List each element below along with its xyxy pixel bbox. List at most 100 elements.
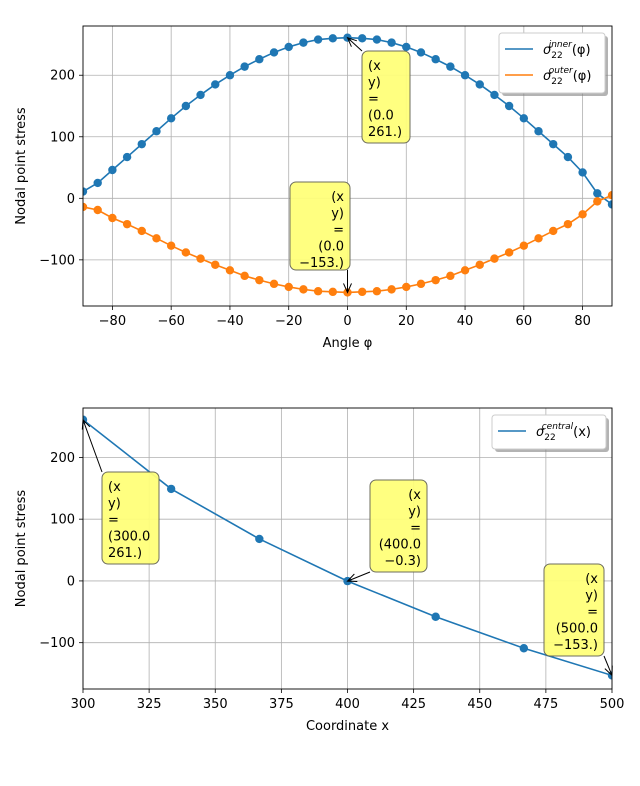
data-point [313, 287, 323, 296]
data-point [93, 178, 102, 188]
data-point [83, 202, 88, 212]
chart-1: −80 −60 −40 −20 0 20 40 60 80 −100 0 100 200 Angle φ N… [14, 25, 613, 351]
data-point [578, 210, 587, 219]
y-tick-label: 200 [50, 69, 75, 84]
data-point [313, 35, 323, 44]
data-point [490, 90, 499, 100]
data-point [578, 168, 587, 177]
x-tick-label: 20 [398, 314, 415, 329]
x-tick-label: 475 [533, 697, 558, 712]
annotation-arrow [347, 38, 363, 52]
annotation-text: 261.) [108, 546, 142, 561]
data-point [490, 254, 499, 263]
annotation-text: (x [585, 572, 598, 587]
annotation-text: (x [108, 480, 121, 495]
data-point [152, 234, 161, 243]
annotation-text: = [108, 513, 119, 528]
data-point [269, 48, 279, 57]
y-tick-label: −100 [39, 253, 75, 268]
annotation-arrowhead [346, 36, 357, 47]
annotation-text: (0.0 [368, 109, 394, 124]
data-point [284, 42, 293, 52]
data-point [607, 200, 612, 209]
annotation-text: y) [108, 497, 121, 512]
data-point [211, 260, 220, 269]
legend-box [498, 32, 606, 94]
data-point [402, 282, 411, 292]
data-point [284, 282, 293, 292]
annotation-arrow [348, 571, 371, 582]
data-point [211, 80, 220, 89]
x-tick-label: −60 [157, 314, 184, 329]
data-point [534, 234, 543, 243]
data-point [357, 34, 367, 43]
annotation-text: (500.0 [556, 622, 598, 637]
data-point [416, 48, 426, 57]
annotation-box [361, 50, 411, 144]
data-point [137, 226, 146, 236]
data-point [372, 287, 382, 296]
data-point [387, 38, 396, 47]
data-point [563, 219, 573, 229]
data-point [255, 55, 264, 64]
y-tick-label: −100 [39, 636, 75, 651]
annotation-box [369, 479, 428, 573]
data-point [196, 90, 205, 100]
x-tick-label: 500 [600, 697, 625, 712]
annotation-text: y) [368, 76, 381, 91]
data-point [519, 114, 529, 123]
annotation-text: = [410, 521, 421, 536]
annotation-text: −153.) [553, 638, 598, 653]
data-point [504, 248, 514, 257]
data-point [593, 197, 602, 206]
annotation-text: = [587, 605, 598, 620]
chart-2: 300 325 350 375 400 425 450 475 500 −100 0 100 200 Co… [14, 407, 625, 734]
data-point [255, 275, 264, 285]
legend-entry: σ22central(x) [536, 422, 591, 443]
annotation-box [289, 181, 351, 271]
annotation-text: −0.3) [384, 554, 421, 569]
x-tick-label: −80 [99, 314, 126, 329]
data-point [299, 285, 308, 294]
data-point [93, 205, 102, 215]
data-point [328, 287, 338, 297]
annotation-arrowhead [81, 418, 91, 430]
data-point [299, 38, 308, 47]
x-tick-label: −40 [216, 314, 243, 329]
y-tick-label: 100 [50, 513, 75, 528]
annotation-text: (x [408, 488, 421, 503]
annotation: (x y)= (0.0−153.) [289, 181, 352, 294]
annotation-text: (400.0 [379, 538, 421, 553]
data-point [549, 139, 558, 149]
data-point [387, 285, 396, 294]
data-point [460, 266, 470, 275]
data-point [122, 219, 132, 229]
data-point [108, 213, 117, 223]
data-point [225, 71, 235, 80]
annotation-text: −153.) [299, 256, 344, 271]
data-point [152, 127, 161, 136]
data-point [607, 191, 612, 200]
annotation-arrow [82, 420, 103, 473]
x-axis-label: Angle φ [323, 336, 373, 351]
data-point [108, 165, 117, 175]
x-tick-label: 80 [574, 314, 591, 329]
data-point [519, 644, 529, 653]
data-point [446, 62, 455, 71]
annotation-text: y) [331, 207, 344, 222]
annotation-arrow [603, 655, 613, 675]
data-point [504, 101, 514, 111]
data-point [328, 34, 338, 43]
x-tick-label: 40 [457, 314, 474, 329]
x-tick-label: −20 [275, 314, 302, 329]
annotation-text: y) [408, 505, 421, 520]
legend-box [491, 414, 607, 450]
annotation-arrowhead [346, 573, 358, 582]
data-point [460, 71, 470, 80]
data-point [475, 260, 484, 269]
annotation-text: (0.0 [318, 240, 344, 255]
y-tick-label: 0 [67, 574, 75, 589]
x-tick-label: 60 [516, 314, 533, 329]
